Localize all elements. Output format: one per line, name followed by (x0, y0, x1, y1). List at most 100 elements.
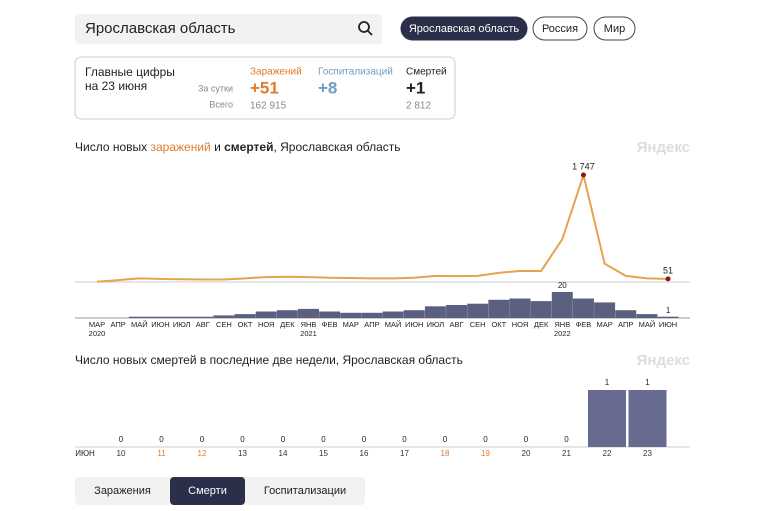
bar (276, 310, 298, 318)
value-label: 51 (663, 265, 673, 275)
title-part: и (211, 140, 224, 154)
bar (628, 390, 667, 447)
bar (588, 390, 626, 447)
value-label: 0 (159, 435, 164, 444)
x-tick-label: АВГ (450, 320, 464, 329)
value-label: 0 (200, 435, 205, 444)
x-tick-label: ИЮЛ (173, 320, 191, 329)
bar (361, 312, 383, 318)
bar (657, 316, 679, 318)
x-tick-label: 16 (360, 449, 369, 458)
x-tick-label: ФЕВ (576, 320, 592, 329)
watermark: Яндекс (637, 139, 690, 156)
x-tick-label: МАР (596, 320, 612, 329)
bar (319, 311, 341, 318)
bar (636, 314, 658, 318)
search-box[interactable] (75, 14, 382, 44)
x-tick-label: СЕН (216, 320, 232, 329)
year-label: 2020 (89, 329, 106, 338)
x-tick-label: МАР (89, 320, 105, 329)
bar (403, 310, 425, 318)
value-label: 20 (558, 281, 567, 290)
x-tick-label: 13 (238, 449, 247, 458)
stat-name: Заражений (250, 67, 302, 78)
x-tick-label: ОКТ (491, 320, 506, 329)
x-tick-label: МАР (343, 320, 359, 329)
search-icon-handle (367, 30, 373, 36)
value-label: 1 (605, 378, 610, 387)
x-tick-label: 12 (198, 449, 207, 458)
x-tick-label: ОКТ (238, 320, 253, 329)
x-tick-label: АПР (110, 320, 125, 329)
bar (192, 316, 214, 318)
stat-name: Госпитализаций (318, 67, 393, 78)
x-tick-label: 23 (643, 449, 652, 458)
summary-box (74, 56, 456, 120)
stat-day: +51 (250, 78, 279, 97)
bar (255, 311, 277, 318)
tab-label[interactable]: Смерти (188, 485, 227, 497)
summary-title: Главные цифры (85, 65, 175, 79)
point (580, 172, 586, 178)
x-tick-label: НОЯ (258, 320, 275, 329)
x-tick-label: 19 (481, 449, 490, 458)
title-part: заражений (150, 140, 210, 154)
bar (298, 308, 319, 318)
year-label: 2021 (300, 329, 317, 338)
x-tick-label: МАЙ (131, 320, 148, 329)
value-label: 1 (645, 378, 650, 387)
stat-total: 2 812 (406, 101, 431, 112)
month-label: ИЮН (75, 449, 95, 458)
tab-active[interactable] (170, 477, 245, 505)
value-label: 0 (524, 435, 529, 444)
x-tick-label: ДЕК (534, 320, 549, 329)
region-label[interactable]: Ярославская область (409, 23, 520, 35)
x-tick-label: ЯНВ (301, 320, 317, 329)
chart-title: Число новых заражений и смертей, Ярослав… (75, 140, 401, 154)
region-button[interactable] (400, 16, 528, 41)
x-tick-label: СЕН (470, 320, 486, 329)
region-button[interactable] (532, 16, 588, 41)
row-label: За сутки (198, 83, 233, 93)
chart-title: Число новых смертей в последние две неде… (75, 353, 463, 367)
value-label: 0 (321, 435, 326, 444)
value-label: 0 (483, 435, 488, 444)
x-tick-label: 22 (603, 449, 612, 458)
bar (509, 298, 531, 318)
x-tick-label: МАЙ (385, 320, 402, 329)
x-tick-label: ИЮН (659, 320, 677, 329)
value-label: 0 (240, 435, 245, 444)
value-label: 0 (443, 435, 448, 444)
x-tick-label: 20 (522, 449, 531, 458)
x-tick-label: 10 (117, 449, 126, 458)
x-tick-label: НОЯ (512, 320, 529, 329)
stat-day: +1 (406, 78, 425, 97)
bar (128, 316, 150, 318)
bar (594, 302, 616, 318)
title-part: смертей (224, 140, 273, 154)
value-label: 0 (402, 435, 407, 444)
x-tick-label: ИЮН (405, 320, 423, 329)
x-tick-label: ИЮН (151, 320, 169, 329)
bar (234, 314, 256, 318)
stat-name: Смертей (406, 67, 447, 78)
bar (530, 301, 552, 318)
search-query[interactable]: Ярославская область (85, 20, 236, 37)
value-label: 1 747 (572, 161, 595, 171)
bar (572, 298, 594, 318)
search-icon[interactable] (358, 21, 370, 33)
region-label[interactable]: Мир (604, 23, 625, 35)
tab-label[interactable]: Госпитализации (264, 485, 346, 497)
region-label[interactable]: Россия (542, 23, 578, 35)
x-tick-label: ДЕК (280, 320, 295, 329)
value-label: 0 (281, 435, 286, 444)
title-part: Число новых (75, 140, 150, 154)
x-tick-label: АВГ (196, 320, 210, 329)
title-part: , Ярославская область (273, 140, 400, 154)
value-label: 0 (119, 435, 124, 444)
tab-label[interactable]: Заражения (94, 485, 151, 497)
bar (424, 306, 446, 318)
region-button[interactable] (593, 16, 636, 41)
bar (488, 299, 510, 318)
x-tick-label: АПР (618, 320, 633, 329)
